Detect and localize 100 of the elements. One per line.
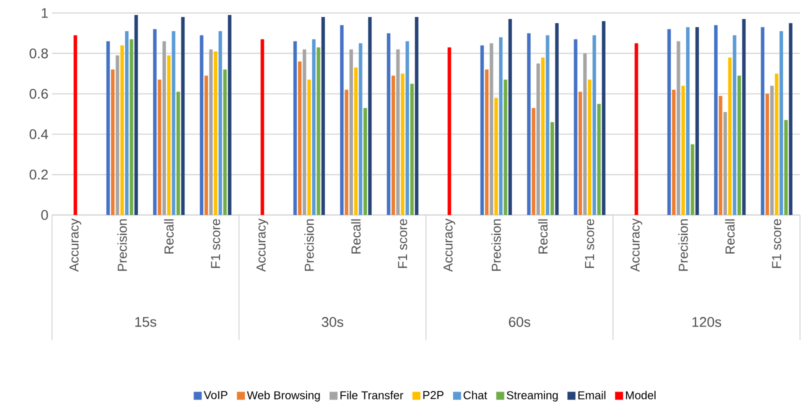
legend-label: Chat (464, 390, 488, 400)
bar (448, 47, 452, 215)
bar (714, 25, 718, 215)
bar (172, 31, 176, 215)
bar (667, 29, 671, 215)
bar (672, 90, 676, 215)
bar (504, 80, 508, 215)
bar (583, 53, 587, 215)
legend-label: P2P (423, 391, 444, 400)
bar (555, 23, 559, 215)
x-tick-label: Precision (304, 219, 314, 271)
y-tick-label: 0.8 (30, 48, 48, 58)
bar (406, 41, 410, 215)
bar (550, 122, 554, 215)
bar (321, 17, 325, 215)
x-tick-label: Precision (678, 219, 688, 271)
bar (588, 80, 592, 215)
bar (209, 49, 213, 215)
bar (681, 86, 685, 215)
bar (218, 31, 222, 215)
bar (130, 39, 134, 215)
legend-label: VoIP (204, 391, 228, 400)
bar (784, 120, 788, 215)
bar (780, 31, 784, 215)
bar (760, 27, 764, 215)
bar (176, 92, 180, 215)
text: 30s (322, 317, 344, 327)
bar (536, 64, 540, 215)
bar (728, 57, 732, 215)
bar (541, 57, 545, 215)
bar (214, 51, 218, 215)
bar (162, 41, 166, 215)
text: 60s (508, 317, 530, 327)
x-tick-label: Accuracy (444, 218, 456, 272)
bar (578, 92, 582, 215)
legend-label: Email (578, 390, 606, 400)
bar (363, 108, 367, 215)
bar (737, 76, 741, 215)
x-tick-label: Accuracy (70, 218, 82, 272)
legend-label: Web Browsing (246, 390, 320, 402)
y-tick-label: 0.6 (30, 88, 48, 99)
x-tick-label: Recall (164, 219, 174, 254)
bar (400, 74, 404, 215)
bar (349, 49, 353, 215)
bar (494, 98, 498, 215)
x-tick-label: Precision (117, 219, 127, 271)
bar (597, 104, 601, 215)
bar (766, 94, 770, 215)
x-tick-label: Recall (538, 219, 548, 254)
bar (307, 80, 311, 215)
bar (120, 45, 124, 215)
y-tick-label: 0.4 (30, 129, 48, 140)
bar (732, 35, 736, 215)
bar (532, 108, 536, 215)
bar (386, 33, 390, 215)
bar (602, 21, 606, 215)
bar (770, 86, 774, 215)
bar (742, 19, 746, 215)
bar (480, 45, 484, 215)
bar (396, 49, 400, 215)
bar (116, 55, 120, 215)
x-tick-label: Recall (725, 219, 735, 254)
bar (167, 55, 171, 215)
text: 15s (135, 317, 156, 327)
legend-label: File Transfer (340, 390, 404, 400)
bar (676, 41, 680, 215)
x-tick-label: F1 score (772, 219, 782, 268)
bar (690, 144, 694, 215)
x-tick-label: Precision (491, 219, 501, 271)
bar (134, 15, 138, 215)
bar (695, 27, 699, 215)
text: 120s (692, 317, 722, 327)
x-tick-label: Accuracy (630, 218, 642, 272)
x-tick-label: Accuracy (256, 218, 268, 272)
bar (158, 80, 162, 215)
bar (392, 76, 396, 215)
bar (106, 41, 110, 215)
x-tick-label: Recall (351, 219, 361, 254)
bar (490, 43, 494, 215)
bar (410, 84, 414, 215)
bar (344, 90, 348, 215)
bar (298, 61, 302, 215)
y-tick-label: 1 (42, 8, 48, 18)
bar (181, 17, 185, 215)
bar (574, 39, 578, 215)
bar (340, 25, 344, 215)
bar (368, 17, 372, 215)
bar (718, 96, 722, 215)
y-tick-label: 0.2 (30, 170, 48, 180)
bar (293, 41, 297, 215)
bar (125, 31, 129, 215)
bar (223, 70, 227, 215)
bar (508, 19, 512, 215)
legend-label: Streaming (506, 390, 558, 402)
bar (499, 37, 503, 215)
bar (774, 74, 778, 215)
bar (74, 35, 78, 215)
bar (302, 49, 306, 215)
y-tick-label: 0 (41, 210, 48, 220)
bar (228, 15, 232, 215)
